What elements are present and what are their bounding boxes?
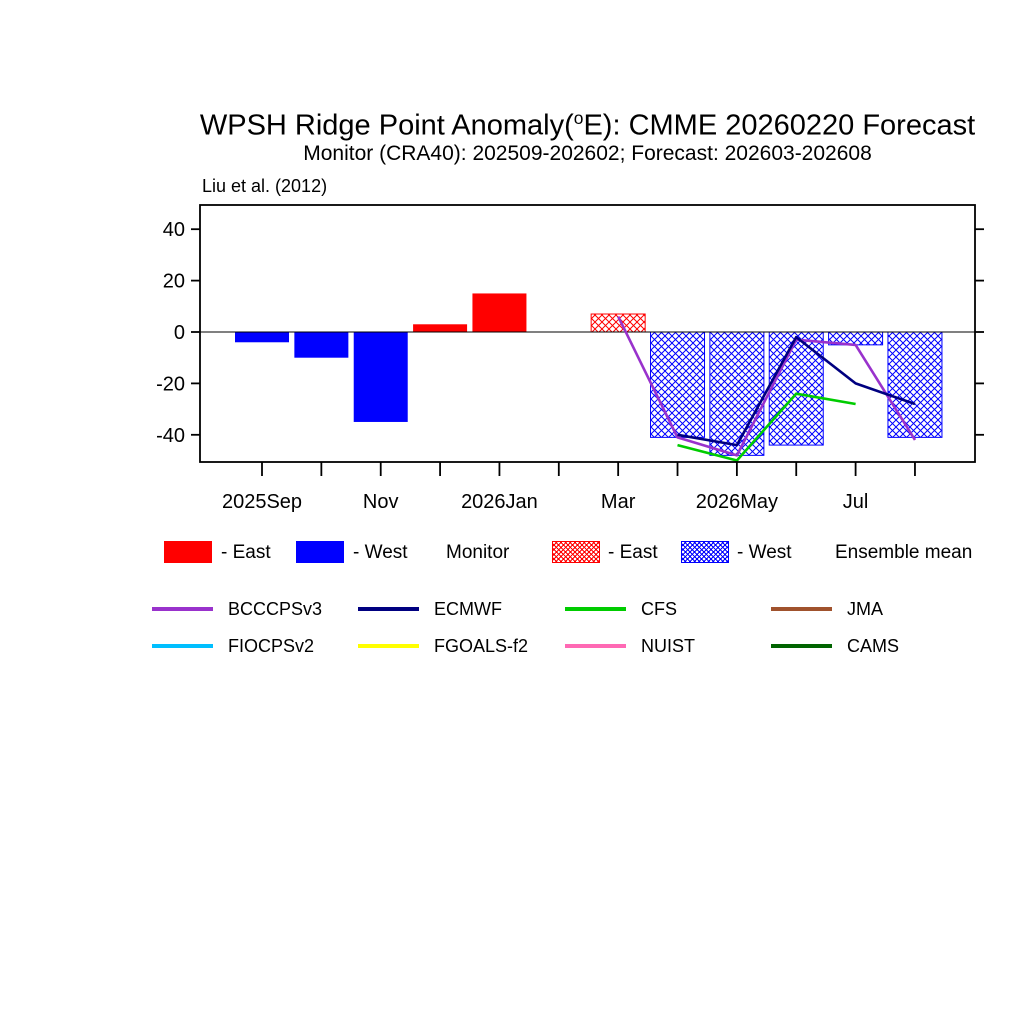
x-tick-label: Mar (601, 491, 636, 513)
model-label: NUIST (641, 635, 695, 656)
monitor-west-label: - West (353, 542, 408, 563)
x-tick-label: Jul (843, 491, 869, 513)
model-line-BCCCPSv3 (617, 316, 917, 457)
model-line-swatch (565, 607, 626, 611)
y-tick-label: 40 (163, 219, 185, 241)
model-label: JMA (847, 598, 883, 619)
model-label: CAMS (847, 635, 900, 656)
chart-subtitle: Monitor (CRA40): 202509-202602; Forecast… (303, 142, 872, 165)
model-line-swatch (358, 644, 419, 648)
legend-model-ECMWF: ECMWF (358, 596, 502, 622)
model-line-swatch (771, 607, 832, 611)
model-label: ECMWF (434, 598, 502, 619)
monitor-east-swatch (164, 541, 212, 563)
forecast-west-swatch (681, 541, 729, 563)
y-tick-label: -20 (156, 373, 185, 395)
forecast-bar-2026Apr (650, 331, 706, 438)
chart-title-text-2: E): CMME 20260220 Forecast (583, 109, 976, 142)
legend-model-CAMS: CAMS (771, 633, 899, 659)
legend-model-JMA: JMA (771, 596, 883, 622)
model-label: FIOCPSv2 (228, 635, 315, 656)
monitor-bar-2025Nov (353, 332, 408, 422)
legend-model-CFS: CFS (565, 596, 677, 622)
monitor-west-swatch (296, 541, 344, 563)
x-tick-label: 2025Sep (222, 491, 302, 513)
monitor-bar-2025Dec (413, 324, 468, 332)
y-tick-label: 0 (174, 322, 185, 344)
forecast-east-label: - East (608, 542, 658, 563)
model-line-swatch (771, 644, 832, 648)
model-line-swatch (358, 607, 419, 611)
forecast-bar-2026May (709, 331, 765, 456)
legend-model-NUIST: NUIST (565, 633, 695, 659)
monitor-bar-2025Oct (294, 332, 349, 358)
model-line-swatch (152, 644, 213, 648)
x-tick-label: 2026Jan (461, 491, 538, 513)
model-line-swatch (565, 644, 626, 648)
model-label: BCCCPSv3 (228, 598, 323, 619)
legend-model-BCCCPSv3: BCCCPSv3 (152, 596, 322, 622)
reference-annotation: Liu et al. (2012) (202, 176, 328, 196)
forecast-east-swatch (552, 541, 600, 563)
monitor-east-label: - East (221, 542, 271, 563)
model-label: FGOALS-f2 (434, 635, 529, 656)
model-line-ECMWF (677, 335, 916, 447)
forecast-west-label: - West (737, 542, 792, 563)
model-label: CFS (641, 598, 677, 619)
forecast-bar-2026Aug (887, 331, 943, 438)
chart-title-text: WPSH Ridge Point Anomaly( (199, 109, 574, 142)
legend-bars: - East - West Monitor - East - West Ense… (0, 541, 1024, 565)
x-tick-label: 2026May (696, 491, 778, 513)
legend-model-FIOCPSv2: FIOCPSv2 (152, 633, 314, 659)
legend-models-row-2: FIOCPSv2 FGOALS-f2 NUIST CAMS (0, 633, 1024, 659)
forecast-group-label: Ensemble mean (835, 542, 973, 563)
monitor-group-label: Monitor (446, 542, 510, 563)
plot-svg: 40 20 0 -20 -40 2025Sep Nov 2026Jan Mar 2026May Ju… (156, 204, 984, 513)
chart-title: WPSH Ridge Point Anomaly(oE): CMME 20260… (150, 101, 1024, 143)
monitor-bar-2026Jan (472, 293, 527, 332)
plot-frame (199, 204, 976, 463)
y-tick-label: -40 (156, 425, 185, 447)
model-line-swatch (152, 607, 213, 611)
legend-models-row-1: BCCCPSv3 ECMWF CFS JMA (0, 596, 1024, 622)
legend-model-FGOALS-f2: FGOALS-f2 (358, 633, 528, 659)
y-tick-label: 20 (163, 271, 185, 293)
model-line-CFS (677, 392, 856, 462)
x-tick-label: Nov (363, 491, 399, 513)
degree-superscript: o (573, 108, 584, 128)
forecast-bar-2026Jun (768, 331, 824, 446)
monitor-bar-2025Sep (235, 332, 289, 343)
